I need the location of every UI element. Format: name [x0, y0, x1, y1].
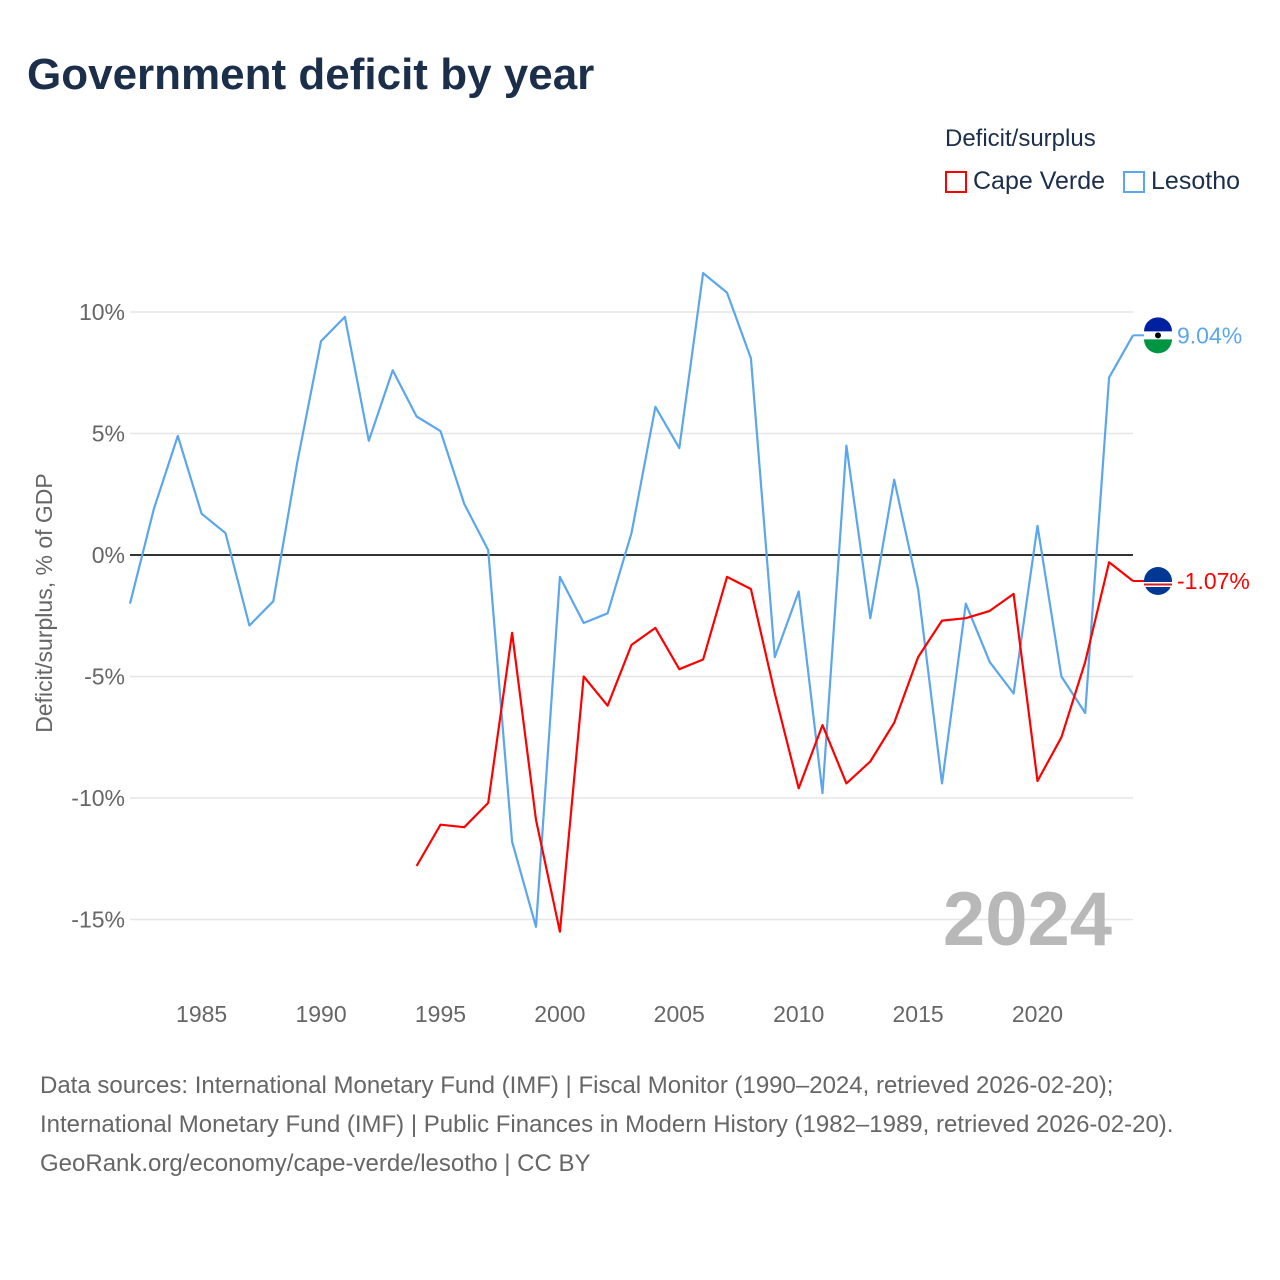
y-axis-label: Deficit/surplus, % of GDP [31, 473, 57, 732]
legend-swatch [944, 170, 967, 193]
x-tick-label: 1995 [415, 1001, 466, 1027]
y-tick-label: -10% [71, 785, 125, 811]
flag-stripe [1144, 583, 1172, 586]
y-tick-label: 0% [92, 542, 125, 568]
y-tick-label: 10% [79, 299, 125, 325]
chart-title: Government deficit by year [27, 50, 595, 99]
x-tick-label: 2005 [654, 1001, 705, 1027]
legend: Deficit/surplus Cape Verde Lesotho [944, 125, 1240, 196]
data-sources: Data sources: International Monetary Fun… [40, 1072, 1174, 1138]
legend-label: Cape Verde [972, 167, 1106, 195]
x-tick-label: 2010 [773, 1001, 824, 1027]
series-line-cape-verde [415, 561, 1134, 933]
y-tick-label: -15% [71, 907, 125, 933]
x-tick-label: 1985 [176, 1001, 227, 1027]
x-tick-label: 1990 [295, 1001, 346, 1027]
series-line-lesotho [128, 272, 1134, 928]
flag-icon-cape-verde [1144, 567, 1172, 596]
legend-title: Deficit/surplus [944, 125, 1096, 152]
end-value-label: 9.04% [1177, 322, 1242, 348]
legend-swatch [1123, 170, 1146, 193]
credit-link[interactable]: GeoRank.org/economy/cape-verde/lesotho |… [40, 1150, 591, 1177]
legend-label: Lesotho [1151, 167, 1240, 195]
end-value-label: -1.07% [1177, 568, 1250, 594]
year-watermark: 2024 [943, 877, 1112, 962]
flag-emblem [1155, 332, 1161, 339]
flag-stripe [1144, 317, 1172, 332]
footer: Data sources: International Monetary Fun… [40, 1066, 1240, 1183]
x-tick-label: 2015 [892, 1001, 943, 1027]
x-tick-label: 2020 [1012, 1001, 1063, 1027]
x-tick-label: 2000 [534, 1001, 585, 1027]
y-tick-label: -5% [84, 664, 125, 690]
legend-item-lesotho[interactable]: Lesotho [1123, 167, 1240, 196]
flag-stripe [1144, 339, 1172, 354]
y-tick-label: 5% [92, 421, 125, 447]
legend-item-cape-verde[interactable]: Cape Verde [944, 167, 1106, 196]
